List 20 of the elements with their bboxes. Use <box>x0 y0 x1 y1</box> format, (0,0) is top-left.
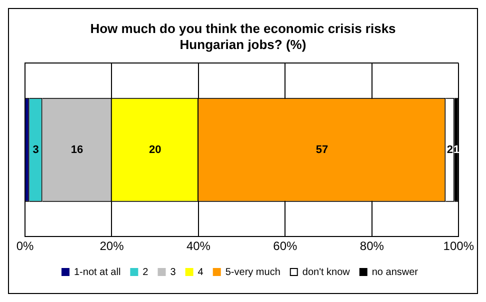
x-tick-label: 40% <box>186 239 211 254</box>
legend-label: 5-very much <box>225 266 280 278</box>
data-label: 3 <box>32 144 39 156</box>
legend-label: 3 <box>170 266 176 278</box>
legend-label: 1-not at all <box>74 266 121 278</box>
x-tick-label: 60% <box>273 239 298 254</box>
legend-label: don't know <box>302 266 351 278</box>
data-label: 57 <box>316 144 328 156</box>
x-tick-label: 20% <box>100 239 124 254</box>
x-tick-label: 80% <box>360 239 384 254</box>
data-label: 2 <box>446 144 454 156</box>
x-tick-label: 0% <box>16 239 34 254</box>
data-label: 20 <box>148 144 162 156</box>
legend-label: 2 <box>142 266 149 278</box>
data-label: 16 <box>70 144 84 156</box>
legend-label: no answer <box>372 266 419 278</box>
legend-label: 4 <box>198 266 204 278</box>
data-label: 1 <box>453 144 460 156</box>
chart-title: How much do you think the economic crisis risks Hungarian jobs? (%) <box>89 21 397 53</box>
x-tick-label: 100% <box>443 239 474 254</box>
